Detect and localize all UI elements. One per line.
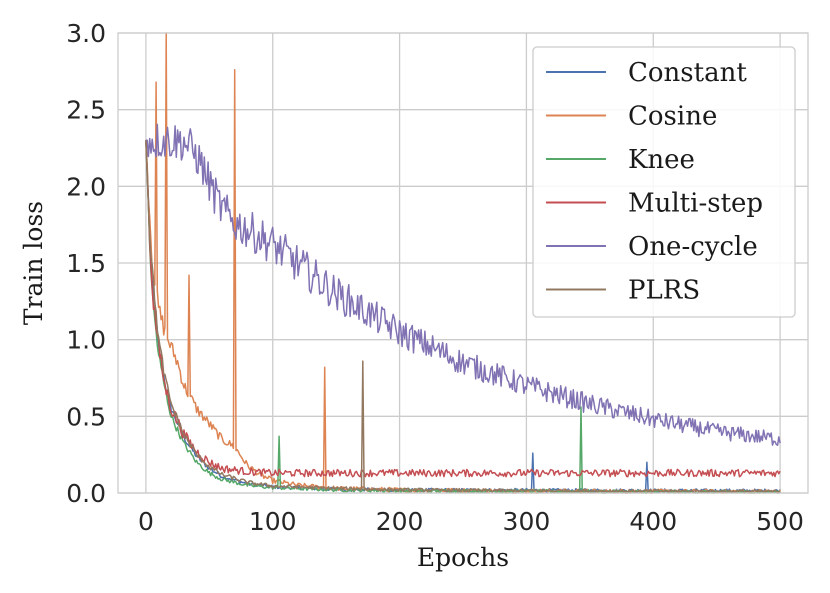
y-tick-label: 3.0 [66, 19, 106, 48]
x-axis-label: Epochs [417, 543, 509, 572]
y-tick-labels: 0.0 0.5 1.0 1.5 2.0 2.5 3.0 [66, 19, 106, 508]
series-line-multi-step [145, 140, 781, 478]
x-tick-labels: 0 100 200 300 400 500 [138, 507, 804, 536]
legend: Constant Cosine Knee Multi-step One-cycle PLR… [532, 46, 796, 318]
y-tick-label: 1.5 [66, 249, 106, 278]
y-tick-label: 0.5 [66, 402, 106, 431]
series-line-plrs [145, 140, 781, 494]
x-tick-label: 0 [138, 507, 154, 536]
legend-label-multi-step: Multi-step [628, 189, 763, 219]
legend-label-one-cycle: One-cycle [628, 232, 758, 262]
plot-frame [117, 32, 809, 494]
x-tick-label: 300 [503, 507, 551, 536]
y-tick-label: 2.0 [66, 172, 106, 201]
series-line-one-cycle [145, 123, 781, 446]
x-tick-label: 400 [629, 507, 677, 536]
y-axis-label: Train loss [19, 201, 48, 325]
y-tick-label: 2.5 [66, 96, 106, 125]
legend-label-cosine: Cosine [628, 102, 717, 132]
y-tick-label: 0.0 [66, 479, 106, 508]
legend-label-plrs: PLRS [628, 276, 700, 306]
x-tick-label: 500 [756, 507, 804, 536]
y-tick-label: 1.0 [66, 326, 106, 355]
plot-series [145, 32, 781, 494]
x-tick-label: 200 [376, 507, 424, 536]
legend-label-constant: Constant [628, 58, 747, 88]
legend-label-knee: Knee [628, 145, 695, 175]
x-tick-label: 100 [249, 507, 297, 536]
